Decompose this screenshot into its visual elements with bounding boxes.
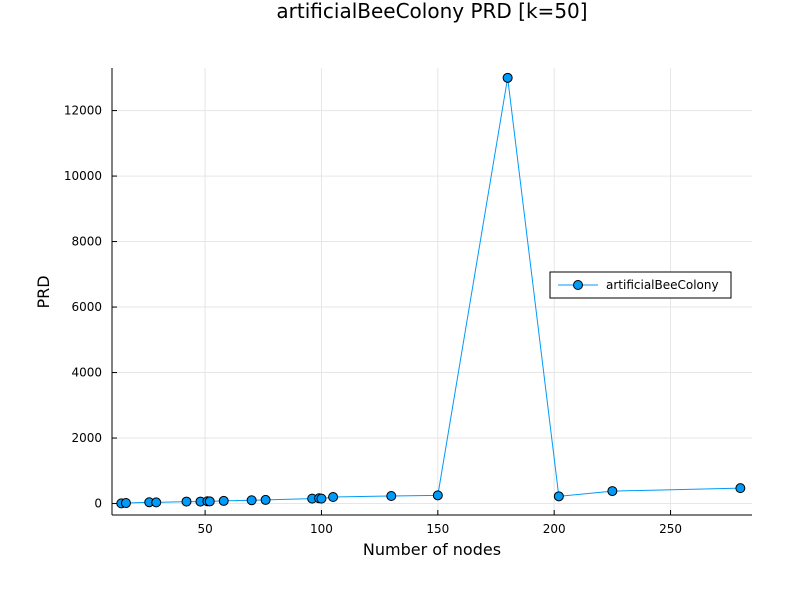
x-tick-label: 250 — [659, 522, 682, 536]
data-point — [735, 483, 746, 494]
y-tick-label: 0 — [94, 497, 102, 511]
y-tick-label: 12000 — [64, 104, 102, 118]
data-point — [246, 495, 257, 506]
data-point — [607, 486, 618, 497]
data-point — [502, 72, 513, 83]
data-point — [151, 497, 162, 508]
legend-marker — [573, 280, 583, 290]
data-point — [218, 495, 229, 506]
data-point — [204, 496, 215, 507]
y-tick-label: 10000 — [64, 169, 102, 183]
y-axis-title: PRD — [34, 275, 53, 308]
x-tick-label: 100 — [310, 522, 333, 536]
y-tick-label: 4000 — [71, 366, 102, 380]
data-point — [432, 490, 443, 501]
data-point — [386, 491, 397, 502]
legend-label: artificialBeeColony — [606, 278, 719, 292]
axes: 50 100 150 200 250 0 2000 4000 6000 8000 10000 1200… — [64, 68, 752, 536]
data-point — [316, 493, 327, 504]
data-point — [260, 494, 271, 505]
data-point — [120, 498, 131, 509]
data-point — [181, 496, 192, 507]
data-point — [328, 491, 339, 502]
y-tick-label: 6000 — [71, 300, 102, 314]
chart-title: artificialBeeColony PRD [k=50] — [276, 0, 587, 23]
x-axis-title: Number of nodes — [363, 540, 501, 559]
series-layer — [116, 72, 746, 509]
y-tick-label: 2000 — [71, 431, 102, 445]
data-point — [553, 491, 564, 502]
x-tick-label: 50 — [197, 522, 212, 536]
legend: artificialBeeColony — [549, 271, 732, 299]
x-tick-label: 150 — [426, 522, 449, 536]
x-tick-label: 200 — [543, 522, 566, 536]
y-tick-label: 8000 — [71, 235, 102, 249]
